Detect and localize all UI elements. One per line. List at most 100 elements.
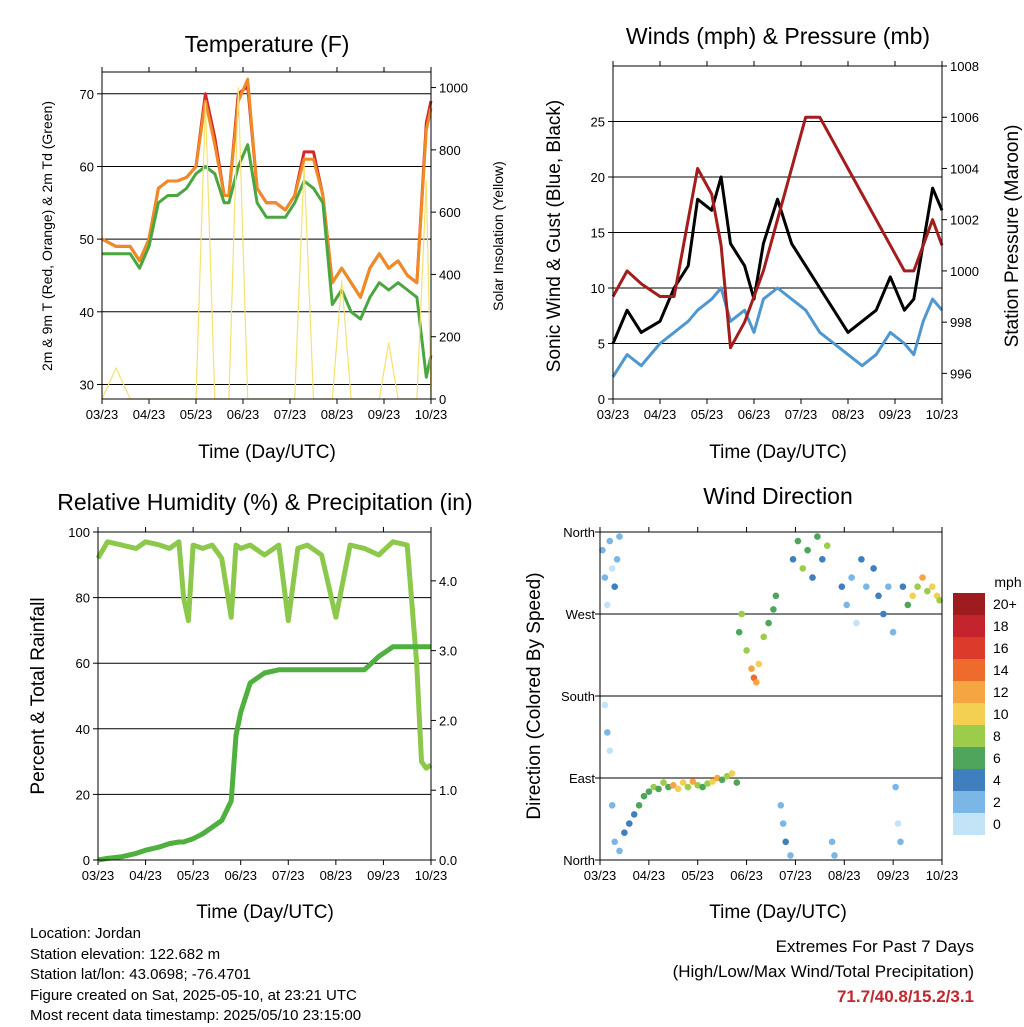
y-right-tick-label: 2.0 xyxy=(439,713,457,728)
series-line-1 xyxy=(97,644,431,863)
y-tick-label: 0 xyxy=(83,853,90,868)
y-right-tick-label: 3.0 xyxy=(439,644,457,659)
scatter-point xyxy=(748,665,755,672)
x-tick-label: 05/23 xyxy=(691,407,724,422)
scatter-point xyxy=(904,601,912,609)
extremes-values: 71.7/40.8/15.2/3.1 xyxy=(836,987,974,1006)
y-right-tick-label: 600 xyxy=(439,205,461,220)
y-tick-label: North xyxy=(563,853,595,868)
y-tick-label: 25 xyxy=(591,115,605,130)
colorbar-label: 14 xyxy=(993,662,1009,678)
y-tick-label: 60 xyxy=(76,656,90,671)
scatter-point xyxy=(626,820,633,827)
scatter-point xyxy=(789,556,797,563)
station-info: Location: Jordan Station elevation: 122.… xyxy=(30,924,361,1027)
scatter-point xyxy=(885,583,892,590)
scatter-point xyxy=(928,583,936,590)
y-right-tick-label: 1006 xyxy=(950,110,979,125)
scatter-point xyxy=(660,779,667,786)
series-line-1 xyxy=(101,77,433,299)
y-tick-label: 5 xyxy=(598,337,605,352)
y-tick-label: 0 xyxy=(598,392,605,407)
x-tick-label: 06/23 xyxy=(224,868,257,883)
scatter-point xyxy=(892,783,899,791)
x-tick-label: 03/23 xyxy=(86,407,119,422)
scatter-point xyxy=(858,556,865,563)
latest-text: Most recent data timestamp: 2025/05/10 2… xyxy=(30,1007,362,1024)
scatter-point xyxy=(838,583,846,590)
series-line-0 xyxy=(95,539,433,771)
scatter-point xyxy=(853,619,860,627)
scatter-point xyxy=(735,628,743,636)
scatter-point xyxy=(814,533,821,540)
y-right-tick-label: 4.0 xyxy=(439,574,457,589)
scatter-point xyxy=(848,574,855,581)
series-line-2 xyxy=(102,143,433,379)
scatter-point xyxy=(919,574,926,581)
scatter-point xyxy=(880,610,887,618)
scatter-point xyxy=(601,701,609,709)
scatter-point xyxy=(870,565,877,572)
y-tick-label: 60 xyxy=(80,159,94,174)
colorbar-label: 8 xyxy=(993,728,1001,744)
chart-title: Relative Humidity (%) & Precipitation (i… xyxy=(57,489,472,515)
y-right-tick-label: 200 xyxy=(439,330,461,345)
x-tick-label: 03/23 xyxy=(597,407,630,422)
scatter-point xyxy=(689,778,697,785)
plot-frame xyxy=(599,531,943,861)
x-tick-label: 04/23 xyxy=(644,407,677,422)
scatter-point xyxy=(787,852,794,859)
chart-title: Temperature (F) xyxy=(185,31,350,57)
scatter-point xyxy=(909,592,916,600)
y-right-tick-label: 1000 xyxy=(950,264,979,279)
series-line-1 xyxy=(611,175,944,345)
x-tick-label: 05/23 xyxy=(177,868,210,883)
y-tick-label: 20 xyxy=(591,170,605,185)
plot-frame xyxy=(101,71,432,400)
y-tick-label: 40 xyxy=(76,722,90,737)
y-tick-label: 30 xyxy=(80,377,94,392)
colorbar-swatch xyxy=(953,725,985,747)
y-right-tick-label: 800 xyxy=(439,143,461,158)
y-axis-label: Direction (Colored By Speed) xyxy=(524,572,545,819)
colorbar-label: 10 xyxy=(993,706,1009,722)
y-axis-label: Percent & Total Rainfall xyxy=(28,597,49,794)
scatter-point xyxy=(809,574,816,581)
scatter-point xyxy=(606,537,614,545)
y-tick-label: 70 xyxy=(80,87,94,102)
series-line-0 xyxy=(611,286,944,378)
x-tick-label: 07/23 xyxy=(274,407,307,422)
colorbar-swatch xyxy=(953,791,985,813)
scatter-point xyxy=(640,792,648,800)
scatter-point xyxy=(709,778,716,785)
x-tick-label: 05/23 xyxy=(681,868,714,883)
extremes-box: Extremes For Past 7 Days (High/Low/Max W… xyxy=(673,934,974,1009)
scatter-point xyxy=(616,847,623,855)
panel-3 xyxy=(595,527,985,865)
scatter-point xyxy=(608,565,616,572)
colorbar-label: 0 xyxy=(993,816,1001,832)
panel-2 xyxy=(93,527,436,865)
y-right-tick-label: 1.0 xyxy=(439,783,457,798)
scatter-point xyxy=(894,820,902,827)
colorbar-label: 16 xyxy=(993,640,1009,656)
y-right-tick-label: 998 xyxy=(950,315,972,330)
colorbar-label: 12 xyxy=(993,684,1009,700)
y-right-tick-label: 400 xyxy=(439,267,461,282)
colorbar-swatch xyxy=(953,681,985,703)
scatter-point xyxy=(616,533,623,540)
panel-0 xyxy=(97,67,436,404)
x-tick-label: 09/23 xyxy=(879,407,912,422)
scatter-point xyxy=(889,628,897,636)
extremes-subtitle: (High/Low/Max Wind/Total Precipitation) xyxy=(672,962,974,981)
scatter-point xyxy=(755,660,763,668)
scatter-point xyxy=(728,770,736,777)
scatter-point xyxy=(606,747,614,754)
colorbar-swatch xyxy=(953,703,985,725)
scatter-point xyxy=(670,782,677,789)
x-tick-label: 04/23 xyxy=(133,407,166,422)
scatter-point xyxy=(936,597,943,604)
scatter-point xyxy=(753,679,760,686)
colorbar-label: 4 xyxy=(993,772,1001,788)
scatter-point xyxy=(621,829,628,836)
